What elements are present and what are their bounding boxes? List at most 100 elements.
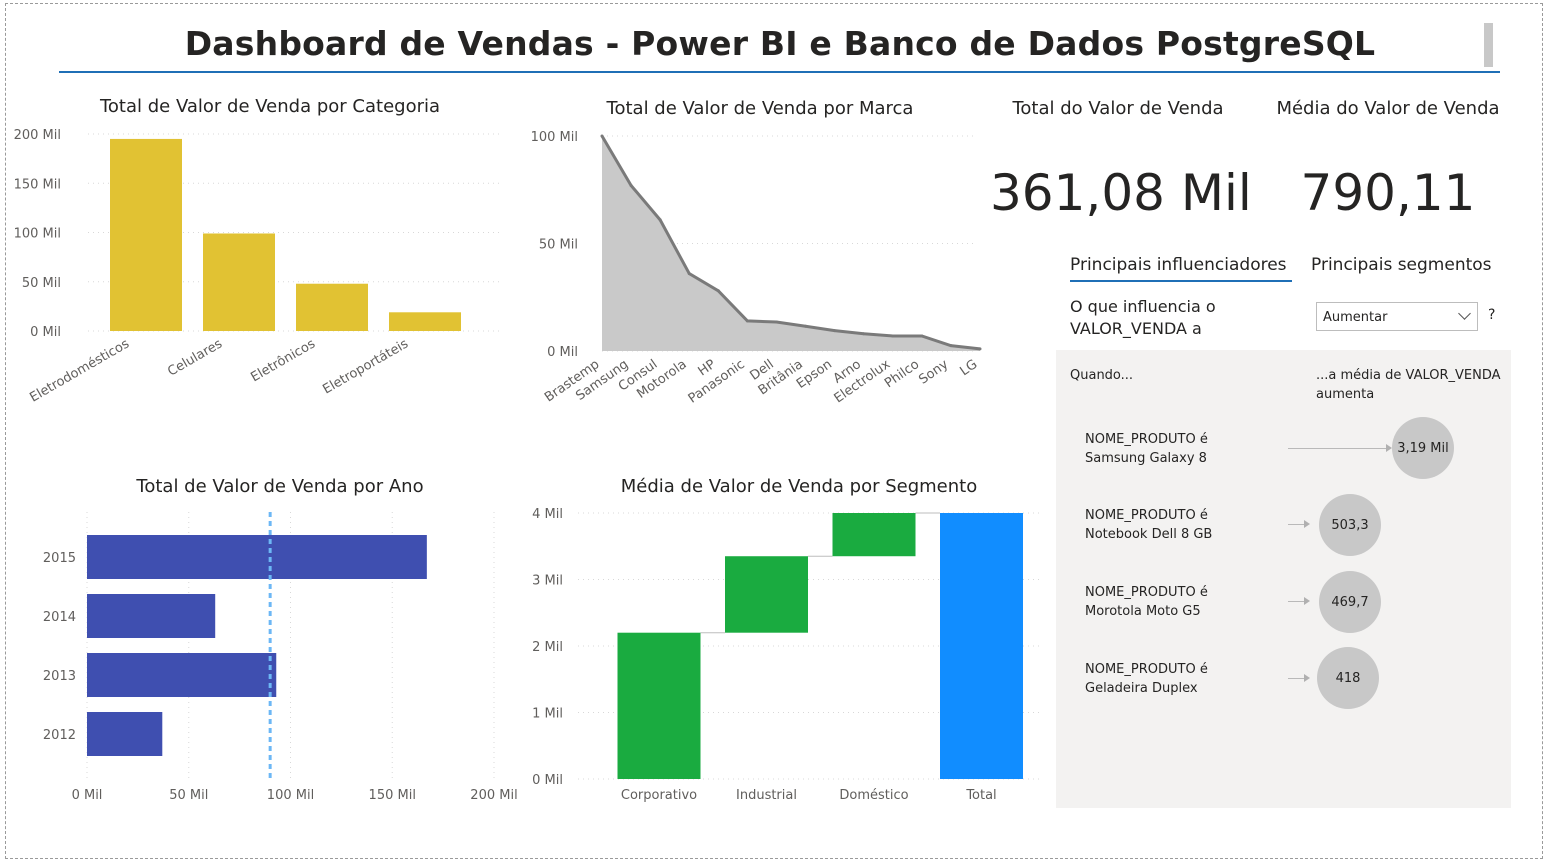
scrollbar-thumb[interactable] <box>1484 23 1493 67</box>
influencer-value: Notebook Dell 8 GB <box>1085 527 1213 542</box>
influencer-connector <box>1288 678 1306 679</box>
category-bar <box>203 233 275 331</box>
waterfall-increase-bar <box>617 632 701 779</box>
brand-chart-title: Total de Valor de Venda por Marca <box>606 98 914 119</box>
brand-data-point <box>745 319 749 323</box>
brand-series-line <box>600 135 981 351</box>
x-tick-label: 100 Mil <box>267 788 314 803</box>
y-tick-label: 100 Mil <box>14 227 61 242</box>
brand-data-point <box>600 134 604 138</box>
influencer-list-panel: Quando... ...a média de VALOR_VENDA aume… <box>1056 350 1511 808</box>
y-tick-label: 1 Mil <box>532 707 563 722</box>
x-tick-label: Total <box>965 788 996 803</box>
influencer-question: O que influencia o VALOR_VENDA a <box>1070 297 1216 338</box>
y-tick-label: 3 Mil <box>532 574 563 589</box>
y-tick-label: 2013 <box>43 669 76 684</box>
brand-data-point <box>978 347 982 351</box>
influencer-impact-bubble[interactable]: 418 <box>1317 647 1379 709</box>
brand-data-point <box>833 329 837 333</box>
x-tick-label: Corporativo <box>621 788 697 803</box>
year-bar <box>87 653 277 697</box>
year-bar <box>87 712 163 756</box>
year-bar <box>87 535 427 579</box>
influencer-field: NOME_PRODUTO é <box>1085 432 1208 447</box>
influencer-connector <box>1288 448 1388 449</box>
y-tick-label: 50 Mil <box>22 276 61 291</box>
category-chart-title: Total de Valor de Venda por Categoria <box>99 96 441 117</box>
brand-data-point <box>716 289 720 293</box>
page-title: Dashboard de Vendas - Power BI e Banco d… <box>184 24 1376 63</box>
influencer-value: Morotola Moto G5 <box>1085 604 1201 619</box>
brand-data-point <box>949 344 953 348</box>
waterfall-total-bar <box>940 513 1023 779</box>
influencer-impact-bubble[interactable]: 469,7 <box>1319 571 1381 633</box>
tab-top-segments[interactable]: Principais segmentos <box>1311 255 1492 275</box>
brand-data-point <box>920 334 924 338</box>
brand-data-point <box>804 324 808 328</box>
brand-data-point <box>629 183 633 187</box>
influencer-field: NOME_PRODUTO é <box>1085 585 1208 600</box>
report-canvas <box>5 3 1543 859</box>
brand-data-point <box>891 334 895 338</box>
y-tick-label: 50 Mil <box>539 238 578 253</box>
x-tick-label: Doméstico <box>839 788 908 803</box>
y-tick-label: 0 Mil <box>547 345 578 360</box>
influencer-connector <box>1288 524 1306 525</box>
influencer-field: NOME_PRODUTO é <box>1085 662 1208 677</box>
brand-area <box>602 136 980 351</box>
x-tick-label: 200 Mil <box>470 788 517 803</box>
y-tick-label: 0 Mil <box>30 325 61 340</box>
influencer-impact-bubble[interactable]: 3,19 Mil <box>1392 417 1454 479</box>
segment-chart-title: Média de Valor de Venda por Segmento <box>620 476 978 497</box>
chevron-down-icon <box>1458 307 1471 320</box>
y-tick-label: 150 Mil <box>14 177 61 192</box>
x-tick-label: 50 Mil <box>169 788 208 803</box>
waterfall-increase-bar <box>832 513 916 557</box>
result-label: ...a média de VALOR_VENDA aumenta <box>1316 368 1501 402</box>
active-tab-indicator <box>1070 280 1292 282</box>
influencer-impact-bubble[interactable]: 503,3 <box>1319 494 1381 556</box>
y-tick-label: 100 Mil <box>531 130 578 145</box>
brand-data-point <box>687 272 691 276</box>
y-tick-label: 2015 <box>43 551 76 566</box>
brand-data-point <box>658 218 662 222</box>
title-divider <box>59 71 1500 73</box>
influencer-value: Samsung Galaxy 8 <box>1085 451 1207 466</box>
category-bar <box>296 283 368 331</box>
kpi-total-title: Total do Valor de Venda <box>1012 98 1224 119</box>
kpi-average-title: Média do Valor de Venda <box>1276 98 1500 119</box>
arrow-right-icon <box>1304 597 1310 605</box>
year-chart-title: Total de Valor de Venda por Ano <box>136 476 424 497</box>
category-bar <box>110 138 182 331</box>
x-tick-label: 150 Mil <box>369 788 416 803</box>
year-bar <box>87 594 216 638</box>
arrow-right-icon <box>1304 674 1310 682</box>
direction-dropdown[interactable]: Aumentar <box>1316 302 1478 331</box>
influencer-connector <box>1288 601 1306 602</box>
arrow-right-icon <box>1304 520 1310 528</box>
influencer-value: Geladeira Duplex <box>1085 681 1198 696</box>
y-tick-label: 2012 <box>43 728 76 743</box>
dropdown-selected-value: Aumentar <box>1323 310 1388 325</box>
arrow-right-icon <box>1386 444 1392 452</box>
waterfall-increase-bar <box>725 556 808 633</box>
y-tick-label: 2014 <box>43 610 76 625</box>
when-label: Quando... <box>1070 368 1134 383</box>
kpi-average-value: 790,11 <box>1300 164 1476 222</box>
y-tick-label: 200 Mil <box>14 128 61 143</box>
brand-data-point <box>862 332 866 336</box>
x-tick-label: Industrial <box>736 788 797 803</box>
y-tick-label: 0 Mil <box>532 773 563 788</box>
x-tick-label: 0 Mil <box>72 788 103 803</box>
category-bar <box>389 312 461 331</box>
y-tick-label: 2 Mil <box>532 640 563 655</box>
y-tick-label: 4 Mil <box>532 507 563 522</box>
influencer-field: NOME_PRODUTO é <box>1085 508 1208 523</box>
help-icon[interactable]: ? <box>1488 307 1496 323</box>
kpi-total-value: 361,08 Mil <box>990 164 1252 222</box>
tab-key-influencers[interactable]: Principais influenciadores <box>1070 255 1287 275</box>
